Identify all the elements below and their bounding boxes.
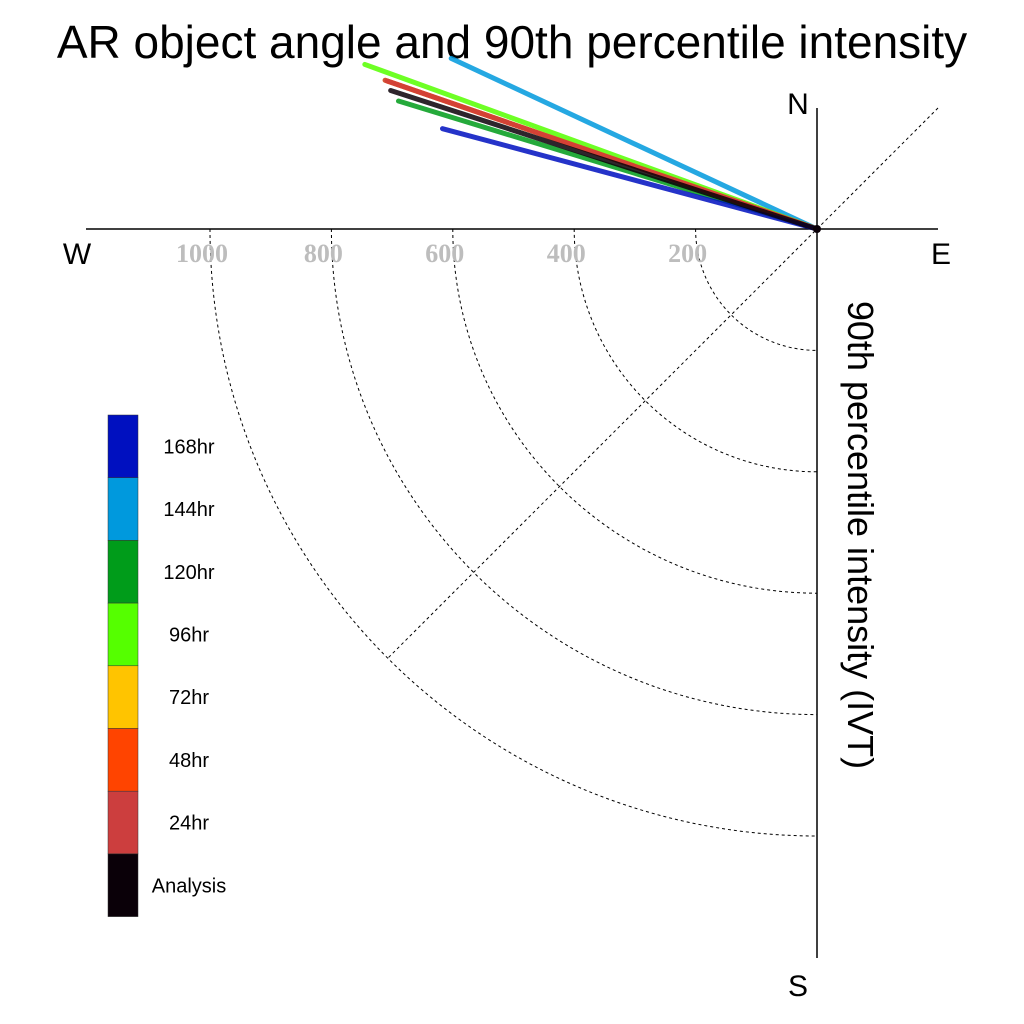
legend-swatch-120hr bbox=[107, 540, 139, 604]
legend-label: 72hr bbox=[169, 687, 209, 709]
radial-tick-label: 200 bbox=[668, 239, 707, 268]
legend-swatch-96hr bbox=[107, 602, 139, 667]
legend-swatch-48hr bbox=[107, 728, 139, 792]
radial-tick-label: 1000 bbox=[176, 239, 228, 268]
compass-north-label: N bbox=[787, 88, 809, 121]
compass-west-label: W bbox=[63, 238, 92, 271]
vector-analysis bbox=[388, 87, 820, 232]
legend-swatch-24hr bbox=[107, 790, 139, 855]
radial-ticks: 200 400 600 800 1000 bbox=[176, 239, 707, 268]
legend-swatch-144hr bbox=[107, 477, 139, 541]
vector-168hr bbox=[439, 126, 820, 232]
grid-arc-200 bbox=[695, 228, 818, 351]
legend-label: 120hr bbox=[163, 562, 214, 584]
radial-tick-label: 400 bbox=[547, 239, 586, 268]
legend-label: 24hr bbox=[169, 813, 209, 835]
origin-point bbox=[813, 225, 821, 233]
radial-tick-label: 600 bbox=[425, 239, 464, 268]
polar-grid bbox=[209, 107, 939, 837]
compass-east-label: E bbox=[931, 238, 951, 271]
legend-swatch-168hr bbox=[107, 414, 139, 478]
legend-label: Analysis bbox=[152, 875, 226, 897]
intensity-vectors bbox=[362, 55, 821, 233]
legend-swatch-analysis bbox=[107, 853, 139, 917]
vector-144hr bbox=[448, 55, 820, 232]
y-axis-label: 90th percentile intensity (IVT) bbox=[840, 301, 881, 769]
grid-arc-800 bbox=[330, 228, 818, 716]
legend-swatch-72hr bbox=[107, 665, 139, 729]
grid-diagonal bbox=[387, 107, 939, 659]
compass-axes: N S E W bbox=[63, 88, 951, 1003]
legend-label: 144hr bbox=[163, 499, 214, 521]
grid-arc-400 bbox=[573, 228, 818, 473]
legend: 168hr 144hr 120hr 96hr 72hr 48hr 24hr Analysis bbox=[107, 414, 226, 917]
grid-arc-600 bbox=[452, 228, 818, 594]
legend-label: 48hr bbox=[169, 750, 209, 772]
legend-label: 96hr bbox=[169, 624, 209, 646]
compass-south-label: S bbox=[788, 970, 808, 1003]
legend-label: 168hr bbox=[163, 436, 214, 458]
chart-title: AR object angle and 90th percentile inte… bbox=[57, 16, 967, 68]
grid-arc-1000 bbox=[209, 228, 818, 837]
radial-tick-label: 800 bbox=[304, 239, 343, 268]
